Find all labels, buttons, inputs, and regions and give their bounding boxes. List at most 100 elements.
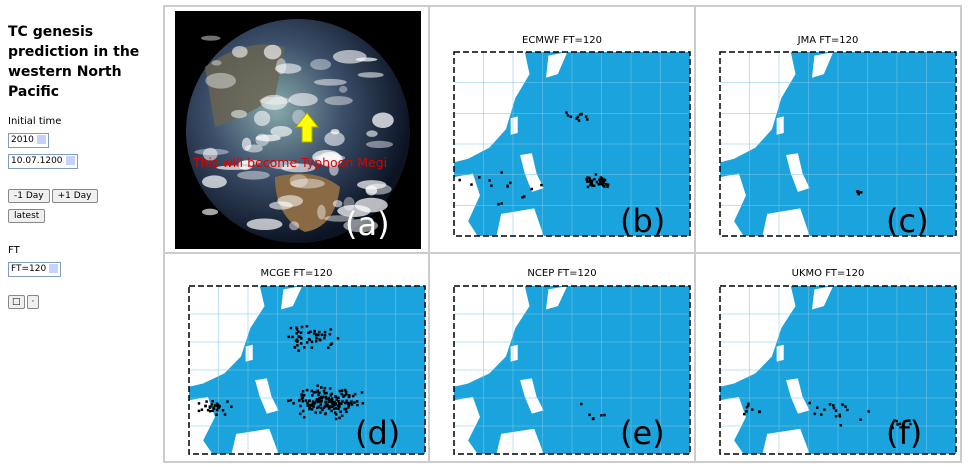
genesis-dot — [497, 203, 500, 206]
page-title: TC genesis prediction in the western Nor… — [8, 22, 158, 102]
genesis-dot — [747, 403, 750, 406]
cloud — [366, 130, 377, 137]
latest-button[interactable]: latest — [8, 209, 45, 223]
genesis-dot — [820, 413, 823, 416]
genesis-dot — [297, 330, 300, 333]
genesis-dot — [835, 415, 838, 418]
genesis-dot — [603, 179, 606, 182]
ft-select[interactable]: FT=120 — [8, 262, 61, 277]
genesis-dot — [458, 179, 461, 182]
genesis-dot — [478, 176, 481, 179]
page: TC genesis prediction in the western Nor… — [0, 0, 971, 467]
genesis-dot — [345, 411, 348, 414]
panel: ECMWF FT=120(b) — [429, 6, 695, 253]
cloud — [339, 86, 347, 93]
genesis-dot — [353, 401, 356, 404]
genesis-dot — [288, 336, 291, 339]
cloud — [201, 36, 221, 41]
genesis-dot — [316, 407, 319, 410]
genesis-dot — [329, 387, 332, 390]
panel-label: (e) — [620, 414, 665, 452]
genesis-dot — [296, 328, 299, 331]
panel-title: ECMWF FT=120 — [430, 35, 694, 46]
datetime-select[interactable]: 10.07.1200 — [8, 154, 78, 169]
genesis-dot — [324, 334, 327, 337]
cloud — [289, 221, 299, 230]
genesis-dot — [295, 340, 298, 343]
genesis-dot — [603, 414, 606, 417]
genesis-dot — [743, 413, 746, 416]
genesis-dot — [337, 408, 340, 411]
genesis-dot — [600, 183, 603, 186]
genesis-dot — [198, 410, 201, 413]
genesis-dot — [586, 118, 589, 121]
genesis-dot — [311, 390, 314, 393]
genesis-dot — [580, 403, 583, 406]
genesis-dot — [500, 171, 503, 174]
prev-day-button[interactable]: -1 Day — [8, 189, 50, 203]
genesis-dot — [318, 392, 321, 395]
genesis-dot — [356, 400, 359, 403]
genesis-dot — [302, 400, 305, 403]
panel-label: (c) — [886, 202, 929, 240]
land — [246, 345, 253, 362]
genesis-dot — [307, 404, 310, 407]
genesis-dot — [835, 410, 838, 413]
panel-title: MCGE FT=120 — [165, 268, 428, 279]
genesis-dot — [814, 413, 817, 416]
cloud — [333, 200, 343, 207]
genesis-dot — [589, 180, 592, 183]
next-day-button[interactable]: +1 Day — [52, 189, 98, 203]
genesis-dot — [198, 402, 201, 405]
genesis-dot — [321, 334, 324, 337]
genesis-dot — [587, 186, 590, 189]
genesis-dot — [330, 410, 333, 413]
genesis-dot — [340, 393, 343, 396]
genesis-dot — [298, 335, 301, 338]
genesis-dot — [833, 407, 836, 410]
genesis-dot — [841, 403, 844, 406]
panel-grid: This will become Typhoon Megi(a)ECMWF FT… — [163, 5, 962, 463]
genesis-dot — [306, 325, 309, 328]
genesis-dot — [287, 400, 290, 403]
genesis-dot — [308, 408, 311, 411]
genesis-dot — [591, 184, 594, 187]
genesis-dot — [333, 408, 336, 411]
genesis-dot — [303, 394, 306, 397]
cloud — [317, 205, 326, 220]
sidebar: TC genesis prediction in the western Nor… — [8, 22, 158, 309]
icon-button[interactable]: □ — [8, 295, 25, 309]
icon-button[interactable]: · — [27, 295, 40, 309]
genesis-dot — [230, 406, 233, 409]
genesis-dot — [320, 407, 323, 410]
genesis-dot — [309, 404, 312, 407]
genesis-dot — [302, 397, 305, 400]
cloud — [264, 45, 282, 60]
genesis-dot — [758, 411, 761, 414]
genesis-dot — [344, 389, 347, 392]
year-select[interactable]: 2010 — [8, 133, 49, 148]
genesis-dot — [337, 337, 340, 340]
genesis-dot — [324, 387, 327, 390]
genesis-dot — [349, 402, 352, 405]
genesis-dot — [302, 390, 305, 393]
genesis-dot — [321, 397, 324, 400]
genesis-dot — [601, 177, 604, 180]
land — [777, 345, 784, 362]
genesis-dot — [823, 408, 826, 411]
genesis-dot — [567, 114, 570, 117]
genesis-dot — [217, 407, 220, 410]
cloud — [290, 174, 308, 187]
genesis-dot — [600, 180, 603, 183]
panel: NCEP FT=120(e) — [429, 253, 695, 462]
genesis-dot — [216, 404, 219, 407]
genesis-dot — [338, 405, 341, 408]
cloud — [231, 110, 247, 118]
genesis-dot — [308, 400, 311, 403]
genesis-dot — [209, 405, 212, 408]
genesis-dot — [341, 414, 344, 417]
genesis-dot — [215, 413, 218, 416]
genesis-dot — [523, 195, 526, 198]
cloud — [242, 138, 251, 151]
genesis-dot — [330, 328, 333, 331]
